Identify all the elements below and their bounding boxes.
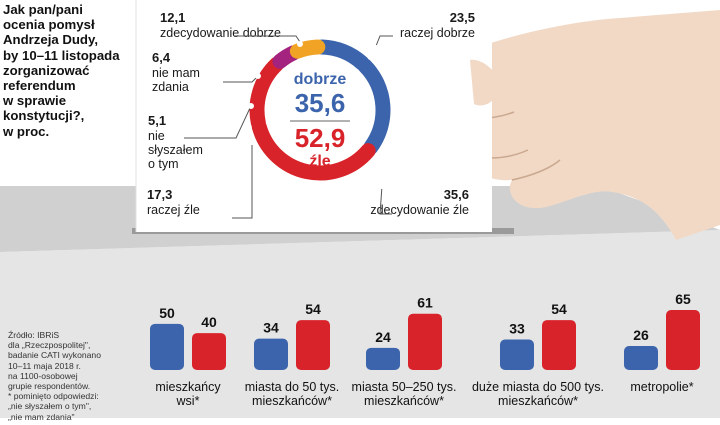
slice-marker-dot (297, 41, 303, 47)
bar-value-label: 54 (551, 301, 567, 317)
bar-value-label: 65 (675, 291, 691, 307)
bar-category-label: duże miasta do 500 tys. (472, 380, 604, 394)
slice-name-label: raczej źle (147, 203, 200, 217)
bar-value-label: 50 (159, 305, 175, 321)
bar-category-label: miasta do 50 tys. (245, 380, 340, 394)
slice-value-label: 23,5 (450, 10, 475, 25)
slice-marker-dot (373, 45, 379, 51)
leader-line (232, 140, 253, 219)
thumb-illustration (470, 59, 499, 106)
source-line: * pominięto odpowiedzi: (8, 391, 99, 402)
bar-good (500, 339, 534, 370)
leader-line (375, 35, 393, 47)
bar-bad (666, 310, 700, 370)
slice-marker-dot (379, 183, 385, 189)
bar-category-label: mieszkańcy (155, 380, 221, 394)
bar-value-label: 34 (263, 320, 279, 336)
question-line: by 10–11 listopada (3, 47, 120, 63)
question-line: Jak pan/pani (3, 2, 83, 17)
bar-bad (408, 313, 442, 370)
question-line: Andrzeja Dudy, (3, 32, 99, 48)
question-line: w proc. (3, 123, 50, 139)
bar-value-label: 61 (417, 295, 433, 311)
source-line: „nie słyszałem o tym", (8, 401, 92, 412)
bar-good (254, 338, 288, 370)
slice-value-label: 12,1 (160, 10, 185, 25)
slice-name-label: słyszałem (148, 143, 203, 157)
bar-category-label: wsi* (176, 394, 200, 408)
slice-value-label: 5,1 (148, 113, 166, 128)
leader-line (379, 185, 392, 215)
question-line: ocenia pomysł (3, 17, 95, 33)
survey-question: Jak pan/pani ocenia pomysł Andrzeja Dudy… (3, 2, 123, 139)
question-line: w sprawie (3, 93, 67, 109)
donut-slice (314, 39, 370, 71)
bar-category-label: mieszkańców* (364, 394, 444, 408)
leader-line (184, 107, 251, 139)
bar-bad (192, 333, 226, 370)
bar-bad (296, 320, 330, 370)
source-line: Źródło: IBRiS (8, 330, 60, 340)
center-good-label: dobrze (294, 71, 347, 88)
bar-value-label: 40 (201, 314, 217, 330)
bar-category-label: miasta 50–250 tys. (352, 380, 457, 394)
question-line: konstytucji?, (3, 108, 85, 124)
bar-category-label: mieszkańców* (252, 394, 332, 408)
donut-slice (289, 39, 326, 59)
center-good-value: 35,6 (295, 88, 346, 118)
slice-name-label: nie (148, 129, 165, 143)
slice-value-label: 17,3 (147, 187, 172, 202)
hand-illustration (449, 10, 720, 240)
bar-value-label: 24 (375, 329, 391, 345)
bar-value-label: 33 (509, 321, 525, 337)
slice-name-label: raczej dobrze (400, 26, 475, 40)
source-line: na 1100-osobowej (8, 370, 78, 381)
slice-value-label: 35,6 (444, 187, 469, 202)
source-line: grupie respondentów. (8, 381, 91, 392)
source-line: „nie mam zdania" (8, 411, 75, 422)
slice-marker-dot (249, 139, 255, 145)
slice-name-label: o tym (148, 157, 179, 171)
donut-slice (357, 58, 391, 155)
ballot-card (136, 0, 492, 232)
source-line: badanie CATI wykonano (8, 350, 101, 361)
bar-value-label: 26 (633, 327, 649, 343)
bar-category-label: mieszkańców* (498, 394, 578, 408)
leader-line (235, 35, 301, 43)
donut-slice (249, 56, 285, 131)
slice-name-label: nie mam (152, 66, 200, 80)
center-bad-value: 52,9 (295, 123, 346, 153)
bar-good (624, 346, 658, 370)
question-line: zorganizować (3, 62, 90, 78)
question-line: referendum (3, 78, 76, 94)
bar-good (366, 347, 400, 370)
bar-category-label: metropolie* (630, 380, 693, 394)
ballot-box-front (0, 230, 720, 418)
slice-marker-dot (248, 103, 254, 109)
slice-marker-dot (255, 73, 261, 79)
donut-slice (251, 119, 376, 181)
slice-name-label: zdecydowanie dobrze (160, 26, 281, 40)
slice-name-label: zdania (152, 80, 189, 94)
bar-value-label: 54 (305, 301, 321, 317)
slice-name-label: zdecydowanie źle (370, 203, 469, 217)
slice-value-label: 6,4 (152, 50, 171, 65)
source-line: 10–11 maja 2018 r. (8, 360, 81, 371)
bar-good (150, 323, 184, 370)
source-line: dla „Rzeczpospolitej", (8, 340, 91, 351)
center-bad-label: źle (309, 153, 330, 170)
bar-bad (542, 320, 576, 370)
source-note: Źródło: IBRiS dla „Rzeczpospolitej", bad… (8, 330, 130, 422)
